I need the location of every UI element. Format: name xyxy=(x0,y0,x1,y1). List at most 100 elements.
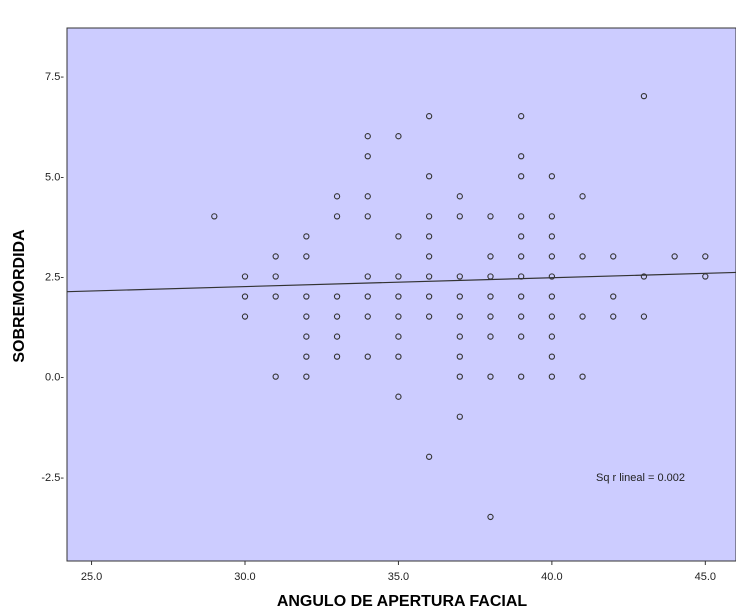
data-point xyxy=(241,273,249,280)
data-point xyxy=(425,113,433,120)
data-point xyxy=(487,253,494,260)
data-point xyxy=(640,313,648,320)
data-point xyxy=(548,333,556,340)
data-point xyxy=(579,253,586,260)
data-point xyxy=(303,313,310,320)
data-point xyxy=(395,133,402,140)
data-point xyxy=(333,333,341,340)
data-point xyxy=(395,353,402,360)
data-point xyxy=(364,193,371,200)
data-point xyxy=(518,113,525,120)
data-point xyxy=(395,273,402,280)
data-point xyxy=(671,253,678,260)
data-point xyxy=(518,333,525,340)
data-point xyxy=(487,513,494,521)
data-point xyxy=(395,233,402,240)
data-point xyxy=(364,153,371,160)
data-point xyxy=(272,273,279,280)
data-point xyxy=(364,353,371,360)
data-point xyxy=(456,333,463,340)
data-point xyxy=(364,313,371,320)
data-point xyxy=(487,313,494,320)
data-point xyxy=(395,333,402,340)
data-point xyxy=(610,313,617,320)
data-point xyxy=(548,273,556,280)
data-point xyxy=(518,373,525,380)
data-point xyxy=(364,293,371,300)
data-point xyxy=(548,293,556,300)
data-point xyxy=(456,313,463,320)
data-point xyxy=(518,213,525,220)
data-point xyxy=(303,353,310,360)
points-layer xyxy=(211,92,709,521)
data-point xyxy=(364,213,371,220)
fit-line xyxy=(66,271,736,293)
x-tick-label: 45.0 xyxy=(695,571,716,583)
x-tick-label: 40.0 xyxy=(541,571,562,583)
data-point xyxy=(303,373,310,380)
data-point xyxy=(303,233,310,240)
data-point xyxy=(425,233,433,240)
data-point xyxy=(456,273,463,280)
data-point xyxy=(272,293,279,300)
data-point xyxy=(487,213,494,220)
data-point xyxy=(333,353,341,360)
data-point xyxy=(487,273,494,280)
data-point xyxy=(548,253,556,260)
data-point xyxy=(425,213,433,220)
data-point xyxy=(333,313,341,320)
data-point xyxy=(610,293,617,300)
x-axis-title: ANGULO DE APERTURA FACIAL xyxy=(277,593,528,609)
data-point xyxy=(425,173,433,180)
y-tick-label: -2.5- xyxy=(41,472,64,484)
data-point xyxy=(425,453,433,460)
data-point xyxy=(456,353,463,360)
data-point xyxy=(579,193,586,200)
y-tick-label: 7.5- xyxy=(45,71,64,83)
data-point xyxy=(425,313,433,320)
data-point xyxy=(425,253,433,260)
data-point xyxy=(518,253,525,260)
data-point xyxy=(303,333,310,340)
data-point xyxy=(395,393,402,400)
data-point xyxy=(303,293,310,300)
data-point xyxy=(640,92,648,100)
data-point xyxy=(456,293,463,300)
x-tick-label: 35.0 xyxy=(388,571,409,583)
data-point xyxy=(702,253,709,260)
y-tick-label: 2.5- xyxy=(45,271,64,283)
data-point xyxy=(487,333,494,340)
data-point xyxy=(303,253,310,260)
data-point xyxy=(518,153,525,160)
data-point xyxy=(548,373,556,380)
data-point xyxy=(548,173,556,180)
plot-area xyxy=(66,27,736,562)
data-point xyxy=(364,273,371,280)
data-point xyxy=(456,373,463,380)
data-point xyxy=(364,133,371,140)
data-point xyxy=(456,413,463,420)
x-tick-label: 25.0 xyxy=(81,571,102,583)
data-point xyxy=(333,293,341,300)
data-point xyxy=(241,293,249,300)
r-squared-annotation: Sq r lineal = 0.002 xyxy=(596,472,685,484)
data-point xyxy=(548,213,556,220)
data-point xyxy=(425,293,433,300)
y-axis: 7.5- 5.0- 2.5- 0.0- -2.5- xyxy=(41,71,64,484)
x-tick-label: 30.0 xyxy=(234,571,255,583)
data-point xyxy=(518,233,525,240)
data-point xyxy=(425,273,433,280)
data-point xyxy=(579,373,586,380)
data-point xyxy=(702,273,709,280)
data-point xyxy=(548,233,556,240)
data-point xyxy=(548,353,556,360)
data-point xyxy=(579,313,586,320)
data-point xyxy=(395,293,402,300)
data-point xyxy=(272,253,279,260)
data-point xyxy=(518,293,525,300)
data-point xyxy=(395,313,402,320)
data-point xyxy=(548,313,556,320)
data-point xyxy=(272,373,279,380)
data-point xyxy=(640,273,648,280)
